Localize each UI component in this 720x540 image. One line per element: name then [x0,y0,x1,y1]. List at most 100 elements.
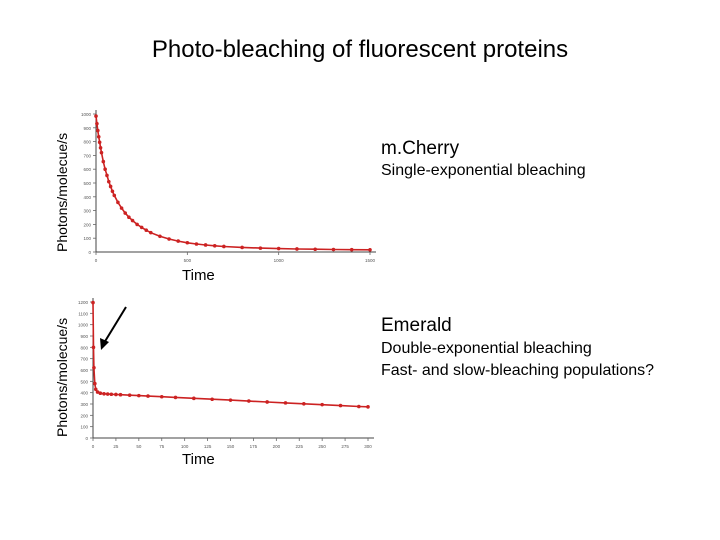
chart1-data-point [295,247,299,251]
chart1-data-point [212,243,217,248]
chart2-data-point [127,393,132,397]
chart2-annotation: Fast- and slow-bleaching populations? [381,362,655,379]
chart2-data-point [228,398,233,402]
chart2-data-point [91,300,95,305]
chart1-data-point [158,234,162,239]
chart1-data-point [167,237,171,241]
x-tick-label: 1500 [365,258,376,263]
chart2-data-point [192,396,196,401]
y-tick-label: 1100 [78,311,88,316]
chart2-data-point [93,381,97,386]
x-tick-label: 275 [341,444,349,449]
chart1-data-point [276,246,281,251]
chart1-data-point [240,245,244,250]
chart2-data-point [357,404,361,409]
chart1-subtitle: Single-exponential bleaching [381,162,586,179]
chart2-data-point [91,345,96,350]
chart1-data-point [99,150,104,155]
chart1-data-point [349,247,354,252]
y-tick-label: 0 [85,436,88,441]
x-tick-label: 25 [113,444,119,449]
slide-title: Photo-bleaching of fluorescent proteins [151,36,569,63]
chart1-data-point [127,215,131,220]
x-tick-label: 0 [95,258,98,263]
x-tick-label: 175 [250,444,258,449]
chart2-series-line [92,302,369,408]
x-tick-label: 250 [318,444,326,449]
chart1-data-point [112,193,117,198]
chart2-data-point [338,403,343,408]
y-tick-label: 700 [80,357,88,362]
chart2-data-point [366,405,370,409]
chart1-data-point [185,240,190,245]
chart2-data-point [95,390,100,394]
chart2-data-point [114,392,118,397]
chart1-data-point [94,114,98,118]
chart1-data-point [101,159,106,164]
chart1-data-point [203,243,208,247]
chart2-data-point [98,391,103,396]
chart2-data-point [146,394,150,398]
y-tick-label: 600 [83,167,91,172]
y-tick-label: 600 [80,368,88,373]
chart2-data-point [320,402,324,407]
chart2-data-point [302,401,306,406]
chart1-data-point [96,134,101,139]
y-tick-label: 800 [80,345,88,350]
chart1-data-point [119,206,124,210]
chart2-data-point [102,392,106,396]
chart2-subtitle: Double-exponential bleaching [381,340,592,357]
y-tick-label: 400 [83,195,91,200]
chart1-data-point [108,184,113,189]
y-tick-label: 900 [83,126,91,131]
chart1-data-point [144,228,149,232]
chart1-data-point [139,225,144,230]
y-tick-label: 500 [83,181,91,186]
chart1-data-point [116,200,120,205]
x-tick-label: 50 [136,444,142,449]
chart1-data-point [194,242,199,246]
x-tick-label: 150 [227,444,235,449]
y-tick-label: 500 [80,379,88,384]
chart2-series-name: Emerald [381,315,452,336]
chart1-series-line [95,116,371,251]
chart1-data-point [176,239,180,243]
chart2-data-point [265,400,269,404]
y-tick-label: 800 [83,140,91,145]
chart2-data-point [92,365,96,370]
y-tick-label: 1000 [81,112,92,117]
chart2-data-point [93,387,98,392]
x-tick-label: 1000 [274,258,285,263]
y-tick-label: 900 [80,334,88,339]
chart2-data-point [283,401,288,405]
y-tick-label: 1200 [78,300,89,305]
y-tick-label: 200 [80,413,88,418]
chart1-data-point [130,218,135,223]
chart1-data-point [135,222,139,227]
y-tick-label: 0 [88,250,91,255]
y-tick-label: 300 [83,209,91,214]
y-tick-label: 200 [83,222,91,227]
x-tick-label: 125 [204,444,212,449]
chart2-data-point [109,392,114,397]
chart1-data-point [222,244,226,249]
chart2-data-point [118,392,123,397]
chart2-data-point [159,394,164,399]
chart1-data-point [313,247,318,252]
annotation-arrow-head [100,338,109,350]
x-tick-label: 0 [92,444,95,449]
chart1-series-name: m.Cherry [381,138,460,159]
chart1-data-point [110,189,115,194]
chart1-data-point [96,128,100,133]
y-tick-label: 1000 [78,323,89,328]
y-tick-label: 700 [83,153,91,158]
y-tick-label: 100 [83,236,91,241]
chart2-data-point [210,397,214,402]
chart1-data-point [258,246,263,250]
y-tick-label: 100 [80,425,88,430]
chart1-xlabel: Time [182,267,215,284]
x-tick-label: 75 [159,444,165,449]
chart2-data-point [247,399,251,403]
chart1-data-point [103,167,107,171]
